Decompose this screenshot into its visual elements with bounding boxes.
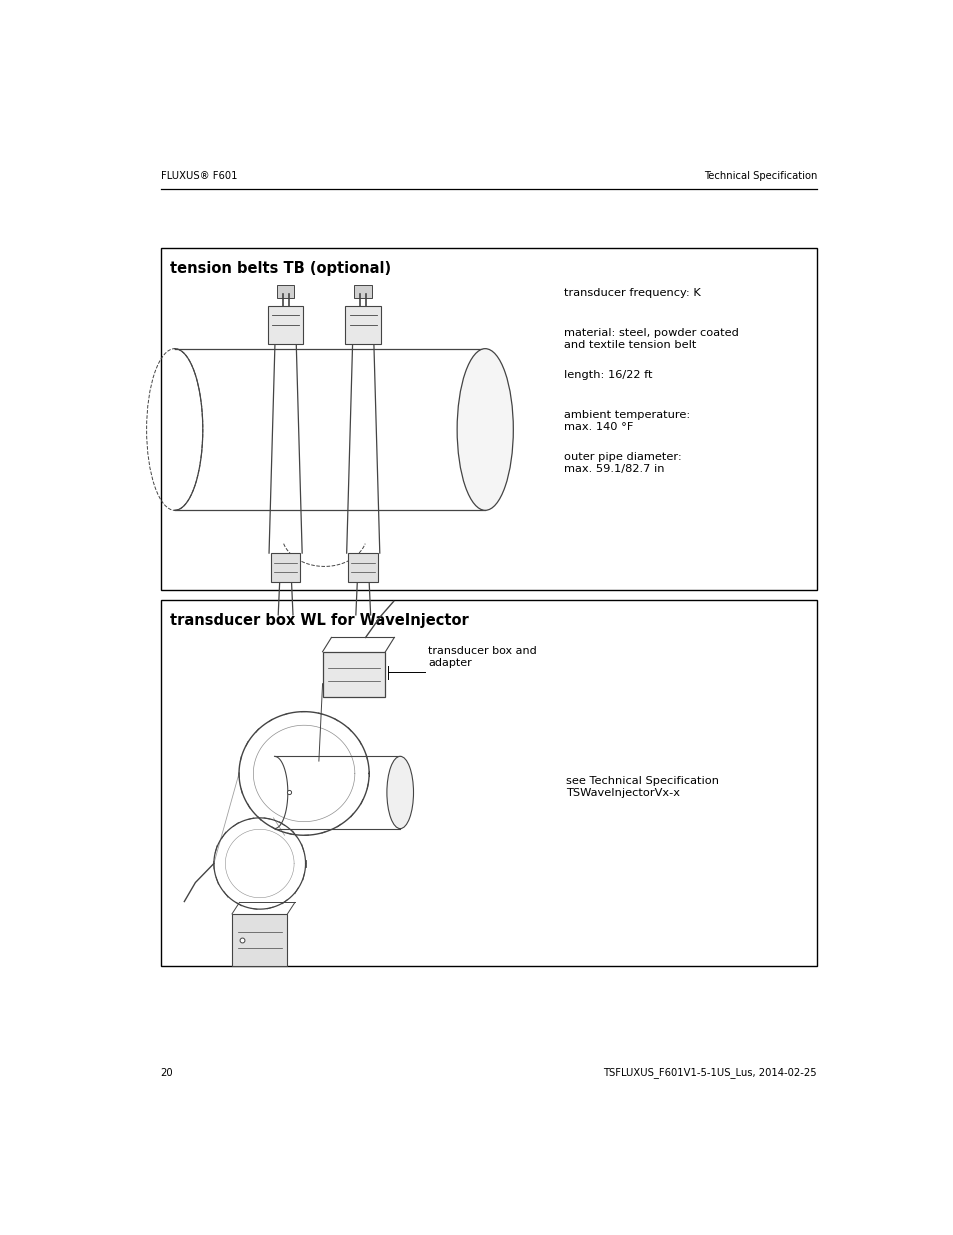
Bar [345,306,380,343]
Bar [232,914,287,966]
Bar [160,248,817,590]
Bar [354,285,372,299]
Bar [348,553,377,582]
Bar [160,600,817,966]
Text: 20: 20 [160,1068,173,1078]
Text: Technical Specification: Technical Specification [703,172,817,182]
Text: transducer frequency: K: transducer frequency: K [563,288,700,298]
Bar [322,652,385,698]
Text: outer pipe diameter:
max. 59.1/82.7 in: outer pipe diameter: max. 59.1/82.7 in [563,452,680,474]
Ellipse shape [456,348,513,510]
Text: transducer box and
adapter: transducer box and adapter [428,646,537,668]
Text: FLUXUS® F601: FLUXUS® F601 [160,172,237,182]
Bar [271,553,300,582]
Text: transducer box WL for WaveInjector: transducer box WL for WaveInjector [170,614,468,629]
Text: material: steel, powder coated
and textile tension belt: material: steel, powder coated and texti… [563,329,738,351]
Bar [268,306,303,343]
Text: TSFLUXUS_F601V1-5-1US_Lus, 2014-02-25: TSFLUXUS_F601V1-5-1US_Lus, 2014-02-25 [603,1067,817,1078]
Bar [276,285,294,299]
Text: tension belts TB (optional): tension belts TB (optional) [170,262,390,277]
Ellipse shape [387,756,413,829]
Text: ambient temperature:
max. 140 °F: ambient temperature: max. 140 °F [563,410,689,432]
Text: see Technical Specification
TSWaveInjectorVx-x: see Technical Specification TSWaveInject… [565,776,718,798]
Text: length: 16/22 ft: length: 16/22 ft [563,369,652,380]
